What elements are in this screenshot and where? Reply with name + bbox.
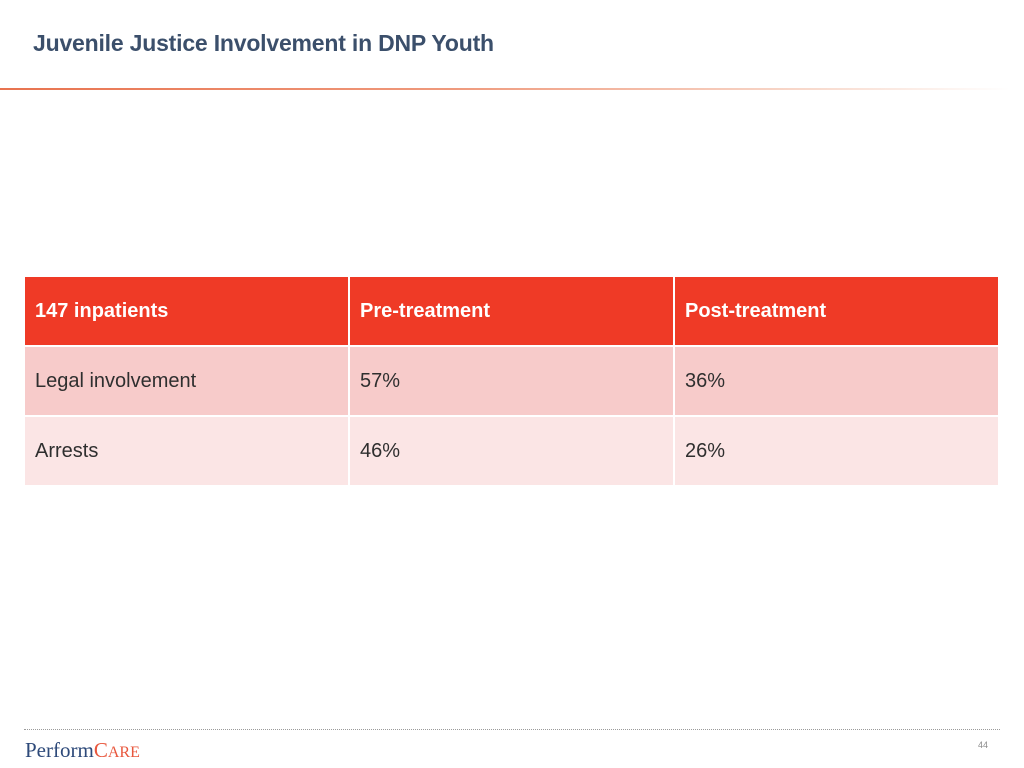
row-label-cell: Legal involvement [23, 345, 350, 417]
performcare-logo: PerformCARE [25, 738, 140, 765]
pre-treatment-cell: 46% [348, 415, 675, 487]
post-treatment-cell: 26% [673, 415, 1000, 487]
logo-text-c: C [93, 738, 108, 762]
table-row: Arrests 46% 26% [23, 415, 1000, 487]
header-cell-inpatients: 147 inpatients [23, 275, 350, 347]
header-cell-pre-treatment: Pre-treatment [348, 275, 675, 347]
pre-treatment-cell: 57% [348, 345, 675, 417]
table-header-row: 147 inpatients Pre-treatment Post-treatm… [23, 275, 1000, 347]
logo-text-perform: Perform [25, 738, 94, 762]
logo-text-are: ARE [107, 744, 140, 761]
row-label-cell: Arrests [23, 415, 350, 487]
footer-divider [24, 729, 1000, 730]
header-cell-post-treatment: Post-treatment [673, 275, 1000, 347]
data-table: 147 inpatients Pre-treatment Post-treatm… [23, 275, 1000, 487]
post-treatment-cell: 36% [673, 345, 1000, 417]
title-divider [0, 88, 1010, 90]
page-number: 44 [978, 740, 989, 750]
table-row: Legal involvement 57% 36% [23, 345, 1000, 417]
slide-title: Juvenile Justice Involvement in DNP Yout… [33, 30, 494, 56]
